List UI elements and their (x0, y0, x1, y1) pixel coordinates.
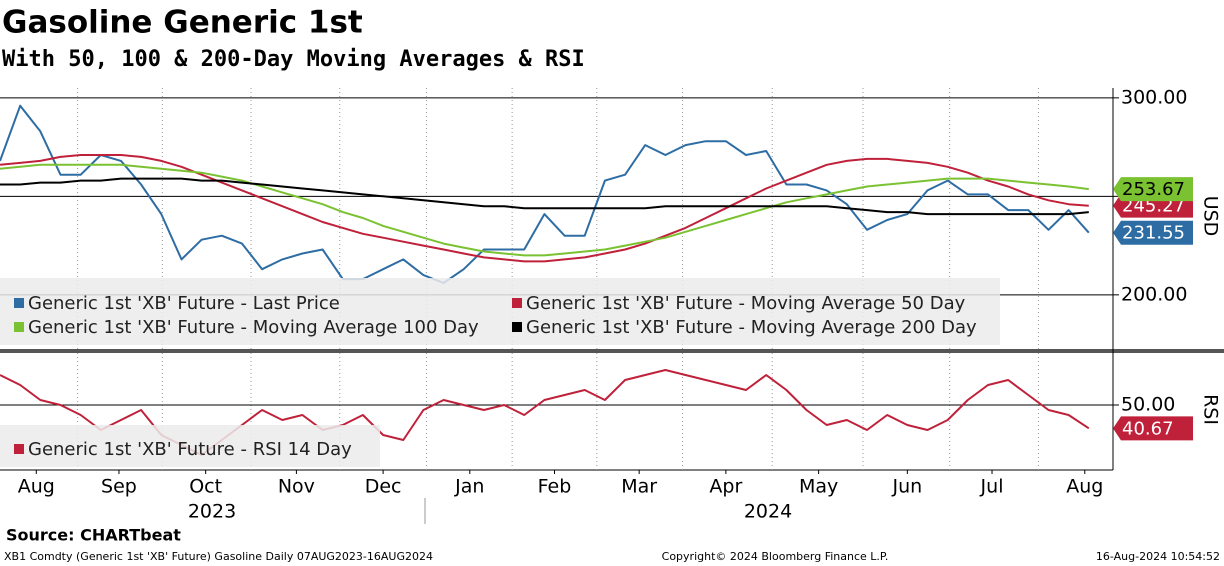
y-tick-label: 200.00 (1121, 283, 1187, 305)
legend-label: Generic 1st 'XB' Future - Moving Average… (526, 293, 966, 314)
x-tick-label: Feb (538, 476, 572, 498)
x-tick-label: Jan (454, 476, 484, 498)
x-tick-label: Nov (278, 476, 315, 498)
legend-box (0, 278, 1000, 345)
footer-right: 16-Aug-2024 10:54:52 (1096, 550, 1220, 563)
x-tick-label: Mar (621, 476, 657, 498)
legend-swatch (14, 444, 24, 454)
series-line (0, 177, 1089, 216)
legend-swatch (14, 298, 24, 308)
subtitle: With 50, 100 & 200-Day Moving Averages &… (2, 47, 585, 72)
y-axis-label: RSI (1200, 394, 1222, 425)
legend-box (0, 425, 380, 467)
series-line (0, 154, 1089, 263)
x-tick-label: Oct (189, 476, 222, 498)
y-tick-label: 300.00 (1121, 86, 1187, 108)
title: Gasoline Generic 1st (2, 5, 363, 41)
last-value-tag (1113, 416, 1193, 441)
x-tick-label: Jul (980, 476, 1004, 498)
x-tick-label: Apr (709, 476, 742, 498)
legend-label: Generic 1st 'XB' Future - Moving Average… (526, 317, 977, 338)
y-tick-label: 50.00 (1121, 394, 1175, 416)
footer-left: XB1 Comdty (Generic 1st 'XB' Future) Gas… (4, 550, 433, 563)
legend-label: Generic 1st 'XB' Future - Last Price (28, 293, 340, 314)
x-tick-label: May (799, 476, 838, 498)
y-axis-label: USD (1200, 196, 1222, 237)
year-label: 2023 (188, 501, 236, 523)
year-label: 2024 (744, 501, 792, 523)
x-tick-label: Jun (891, 476, 922, 498)
legend-label: Generic 1st 'XB' Future - RSI 14 Day (28, 439, 352, 460)
legend-swatch (512, 298, 522, 308)
x-tick-label: Aug (18, 476, 55, 498)
footer-center: Copyright© 2024 Bloomberg Finance L.P. (662, 550, 889, 563)
last-value-label: 40.67 (1122, 418, 1174, 439)
last-value-label: 231.55 (1122, 223, 1185, 244)
last-value-tag (1113, 220, 1193, 245)
series-line (0, 104, 1090, 284)
legend-swatch (512, 322, 522, 332)
x-tick-label: Sep (101, 476, 137, 498)
legend: Generic 1st 'XB' Future - Last Price Gene… (0, 278, 1000, 345)
last-value-label: 253.67 (1122, 179, 1185, 200)
series-line (0, 163, 1089, 257)
legend: Generic 1st 'XB' Future - RSI 14 Day (0, 425, 380, 467)
x-tick-label: Aug (1066, 476, 1103, 498)
source: Source: CHARTbeat (6, 526, 181, 545)
panel-separator (0, 349, 1224, 353)
x-tick-label: Dec (365, 476, 402, 498)
last-value-tag (1113, 177, 1193, 202)
legend-label: Generic 1st 'XB' Future - Moving Average… (28, 317, 479, 338)
legend-swatch (14, 322, 24, 332)
